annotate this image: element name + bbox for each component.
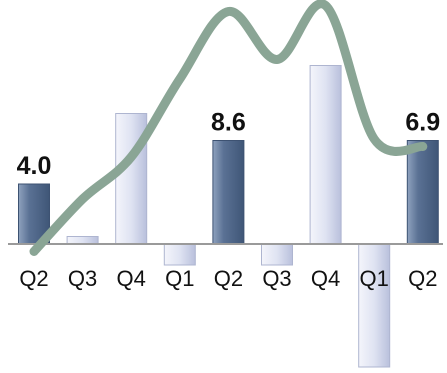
x-tick-label: Q2 [214, 266, 243, 291]
bars-group [18, 65, 439, 368]
bar-8-q1 [358, 243, 391, 368]
x-tick-label: Q4 [311, 266, 340, 291]
bar-2-q3 [66, 236, 99, 245]
x-tick-label: Q2 [19, 266, 48, 291]
data-label: 6.9 [405, 109, 440, 137]
bar-7-q4 [309, 65, 342, 245]
bar-6-q3 [261, 243, 293, 266]
bar-9-q2 [406, 140, 439, 245]
x-tick-labels: Q2 Q3 Q4 Q1 Q2 Q3 Q4 Q1 Q2 [19, 266, 437, 291]
bar-5-q2 [212, 140, 245, 245]
data-label: 8.6 [211, 109, 246, 137]
data-labels: 4.0 8.6 6.9 [17, 109, 441, 181]
bar-1-q2 [18, 183, 50, 245]
x-tick-label: Q1 [165, 266, 194, 291]
x-tick-label: Q2 [408, 266, 437, 291]
bar-4-q1 [163, 243, 196, 266]
trend-line [29, 0, 428, 256]
bar-3-q4 [115, 113, 148, 245]
data-label: 4.0 [17, 152, 52, 180]
x-tick-label: Q3 [262, 266, 291, 291]
x-tick-label: Q3 [68, 266, 97, 291]
x-tick-label: Q1 [360, 266, 389, 291]
x-tick-label: Q4 [117, 266, 146, 291]
